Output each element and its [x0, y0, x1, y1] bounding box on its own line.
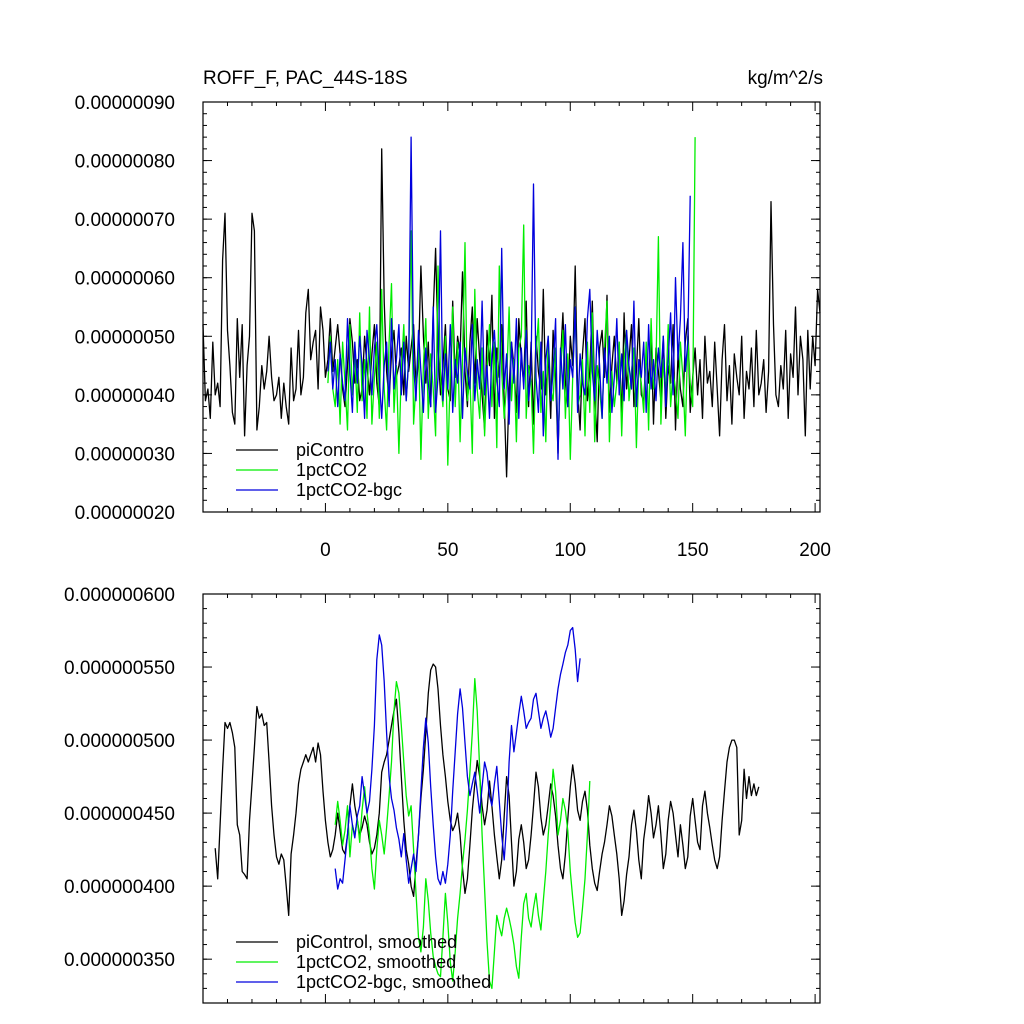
top-y-tick-labels: 0.00000020 0.00000030 0.00000040 0.00000050… — [75, 93, 175, 524]
y-tick-label: 0.00000030 — [75, 444, 175, 465]
bottom-series-1pctco2-bgc-smoothed — [334, 626, 581, 890]
legend-label-1pctco2-bgc-smoothed: 1pctCO2-bgc, smoothed — [296, 972, 491, 992]
legend-label-1pctco2: 1pctCO2 — [296, 460, 367, 480]
legend-label-picontrol-smoothed: piControl, smoothed — [296, 932, 457, 952]
legend-label-1pctco2-smoothed: 1pctCO2, smoothed — [296, 952, 456, 972]
y-tick-label: 0.00000050 — [75, 327, 175, 348]
bottom-y-tick-labels: 0.000000350 0.000000400 0.000000450 0.00000… — [64, 585, 175, 971]
y-tick-label: 0.000000550 — [64, 658, 175, 679]
y-tick-label: 0.00000020 — [75, 503, 175, 524]
y-tick-label: 0.00000090 — [75, 93, 175, 114]
y-tick-label: 0.00000080 — [75, 152, 175, 173]
top-plot-frame — [202, 101, 821, 513]
y-tick-label: 0.00000040 — [75, 386, 175, 407]
y-tick-label: 0.00000060 — [75, 269, 175, 290]
top-series-picontrol — [202, 148, 821, 478]
x-tick-label: 50 — [437, 540, 458, 561]
top-series-1pctco2 — [327, 137, 696, 466]
x-tick-label: 150 — [677, 540, 709, 561]
legend-label-1pctco2-bgc: 1pctCO2-bgc — [296, 480, 402, 500]
x-tick-label: 100 — [554, 540, 586, 561]
y-tick-label: 0.00000070 — [75, 210, 175, 231]
legend-label-picontrol: piContro — [296, 440, 364, 460]
top-legend: piContro 1pctCO2 1pctCO2-bgc — [236, 440, 402, 500]
top-panel: ROFF_F, PAC_44S-18S kg/m^2/s 0.000000200… — [75, 68, 831, 561]
x-tick-label: 200 — [799, 540, 831, 561]
top-ticks — [203, 101, 820, 513]
chart-title: ROFF_F, PAC_44S-18S — [203, 68, 408, 89]
top-x-tick-labels: 0 50 100 150 200 — [320, 540, 831, 561]
bottom-legend: piControl, smoothed 1pctCO2, smoothed 1p… — [236, 932, 491, 992]
x-tick-label: 0 — [320, 540, 331, 561]
bottom-series-group — [214, 626, 760, 990]
y-tick-label: 0.000000600 — [64, 585, 175, 606]
y-tick-label: 0.000000450 — [64, 804, 175, 825]
units-label: kg/m^2/s — [748, 68, 823, 89]
top-series-group — [202, 136, 821, 478]
bottom-series-1pctco2-smoothed — [334, 678, 591, 990]
bottom-ticks — [203, 593, 820, 1004]
y-tick-label: 0.000000350 — [64, 950, 175, 971]
bottom-panel: 0.000000350 0.000000400 0.000000450 0.00000… — [64, 585, 821, 1004]
top-series-1pctco2-bgc — [327, 136, 691, 460]
y-tick-label: 0.000000400 — [64, 877, 175, 898]
bottom-series-picontrol-smoothed — [214, 663, 760, 917]
y-tick-label: 0.000000500 — [64, 731, 175, 752]
